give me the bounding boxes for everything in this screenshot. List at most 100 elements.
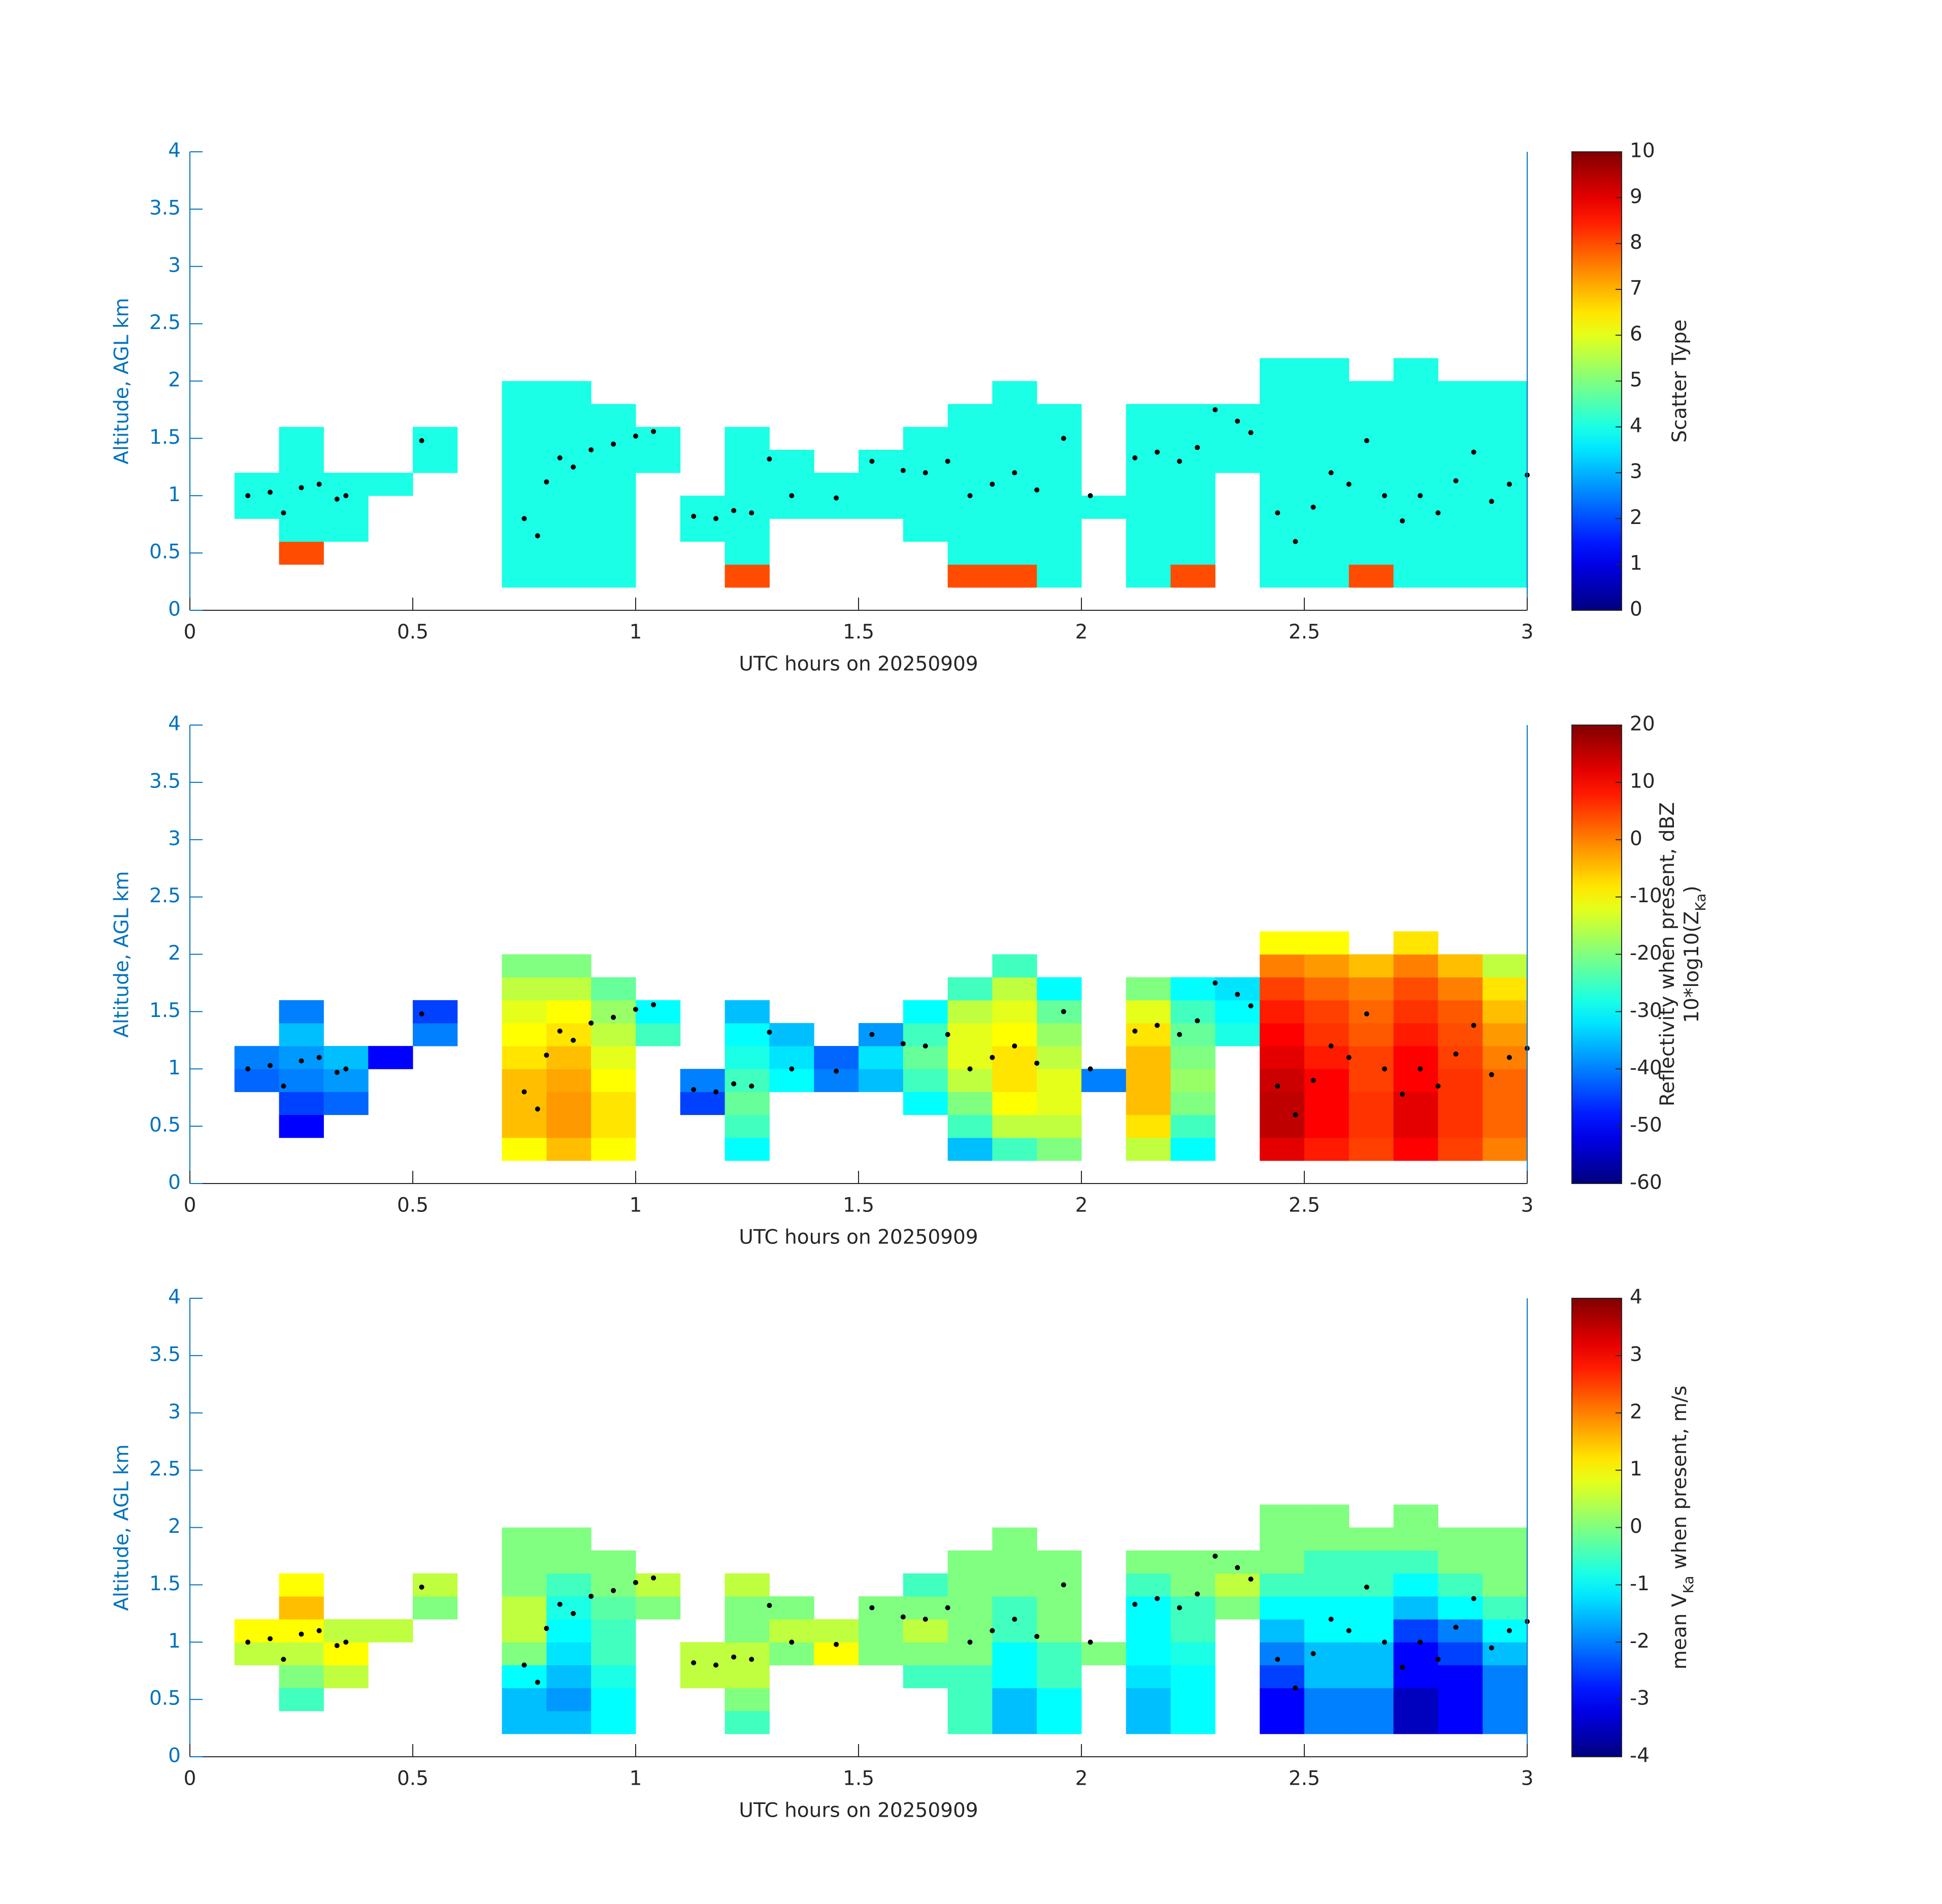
marker — [923, 1043, 928, 1049]
cell — [1260, 1023, 1305, 1046]
cell — [502, 1665, 547, 1689]
cell — [992, 473, 1037, 496]
cell — [992, 496, 1037, 519]
y-tick-label: 3 — [168, 254, 181, 277]
cell — [1037, 473, 1082, 496]
cell — [1483, 1573, 1528, 1597]
cell — [368, 1619, 413, 1643]
cell — [1483, 449, 1528, 473]
cell — [1260, 1619, 1305, 1643]
cell — [903, 449, 948, 473]
cell — [680, 1642, 726, 1665]
cell — [591, 496, 636, 519]
cell — [1170, 1619, 1215, 1643]
marker — [869, 1032, 875, 1037]
marker — [1235, 992, 1240, 997]
cell — [1260, 1114, 1305, 1138]
marker — [834, 1642, 839, 1647]
cell — [769, 1642, 814, 1665]
cell — [1126, 518, 1171, 542]
cell — [1215, 1573, 1260, 1597]
cell — [947, 1046, 993, 1069]
cell — [413, 1000, 458, 1024]
cell — [323, 1642, 369, 1665]
cell — [1126, 473, 1171, 496]
colorbar-tick-label: -20 — [1630, 942, 1662, 965]
y-tick-label: 2 — [168, 942, 181, 965]
cell — [1037, 1023, 1082, 1046]
cell — [1438, 1596, 1483, 1620]
cell — [1037, 1665, 1082, 1689]
cell — [1438, 541, 1483, 565]
cell — [279, 496, 324, 519]
cell — [992, 426, 1037, 450]
marker — [900, 1041, 906, 1046]
x-tick-label: 0.5 — [397, 1767, 429, 1790]
cell — [1037, 1550, 1082, 1574]
x-tick-label: 3 — [1521, 1767, 1534, 1790]
cell — [1483, 977, 1528, 1001]
cell — [1037, 496, 1082, 519]
cell — [1348, 977, 1394, 1001]
cell — [1348, 1023, 1394, 1046]
cell — [1348, 426, 1394, 450]
marker — [869, 458, 875, 464]
marker — [900, 468, 906, 473]
cell — [1438, 1092, 1483, 1115]
cell — [947, 1550, 993, 1574]
cell — [725, 1619, 770, 1643]
cell — [1483, 1711, 1528, 1734]
cell — [1260, 1504, 1305, 1528]
cell — [725, 1642, 770, 1665]
cell — [903, 1000, 948, 1024]
cell — [725, 496, 770, 519]
cell — [1126, 1069, 1171, 1092]
cell — [1438, 1069, 1483, 1092]
cell — [1260, 1137, 1305, 1161]
colorbar-tick-label: 3 — [1630, 1343, 1642, 1366]
marker — [1132, 455, 1138, 461]
colorbar — [1571, 725, 1622, 1184]
marker — [789, 1066, 795, 1072]
cell — [636, 449, 681, 473]
marker — [651, 1575, 656, 1581]
cell — [546, 381, 591, 405]
cell — [1037, 1619, 1082, 1643]
marker — [1346, 1628, 1352, 1633]
cell — [1393, 564, 1438, 588]
cell — [903, 1665, 948, 1689]
cell — [992, 1137, 1037, 1161]
cell — [1304, 1046, 1349, 1069]
cell — [859, 496, 904, 519]
cell — [636, 1596, 681, 1620]
cell — [769, 473, 814, 496]
cell — [1037, 1114, 1082, 1138]
cell — [947, 1000, 993, 1024]
marker — [1400, 518, 1405, 523]
marker — [1061, 1582, 1066, 1588]
cell — [903, 1092, 948, 1115]
cell — [591, 1688, 636, 1712]
cell — [1260, 1711, 1305, 1734]
marker — [1248, 1003, 1254, 1009]
cell — [947, 449, 993, 473]
cell — [903, 1046, 948, 1069]
cell — [947, 1573, 993, 1597]
label-part: 10*log10(Z — [1681, 911, 1703, 1023]
cell — [1438, 1046, 1483, 1069]
cell — [546, 1527, 591, 1551]
x-axis-label: UTC hours on 20250909 — [739, 1799, 978, 1822]
cell — [947, 496, 993, 519]
cell — [1260, 404, 1305, 428]
cell — [1393, 1069, 1438, 1092]
cell — [725, 449, 770, 473]
marker — [571, 1037, 576, 1043]
cell — [725, 1665, 770, 1689]
marker — [245, 493, 251, 499]
cell — [1126, 1137, 1171, 1161]
cell — [1483, 1688, 1528, 1712]
marker — [281, 1084, 286, 1089]
cell — [546, 1092, 591, 1115]
cell — [725, 1688, 770, 1712]
cell — [1126, 404, 1171, 428]
